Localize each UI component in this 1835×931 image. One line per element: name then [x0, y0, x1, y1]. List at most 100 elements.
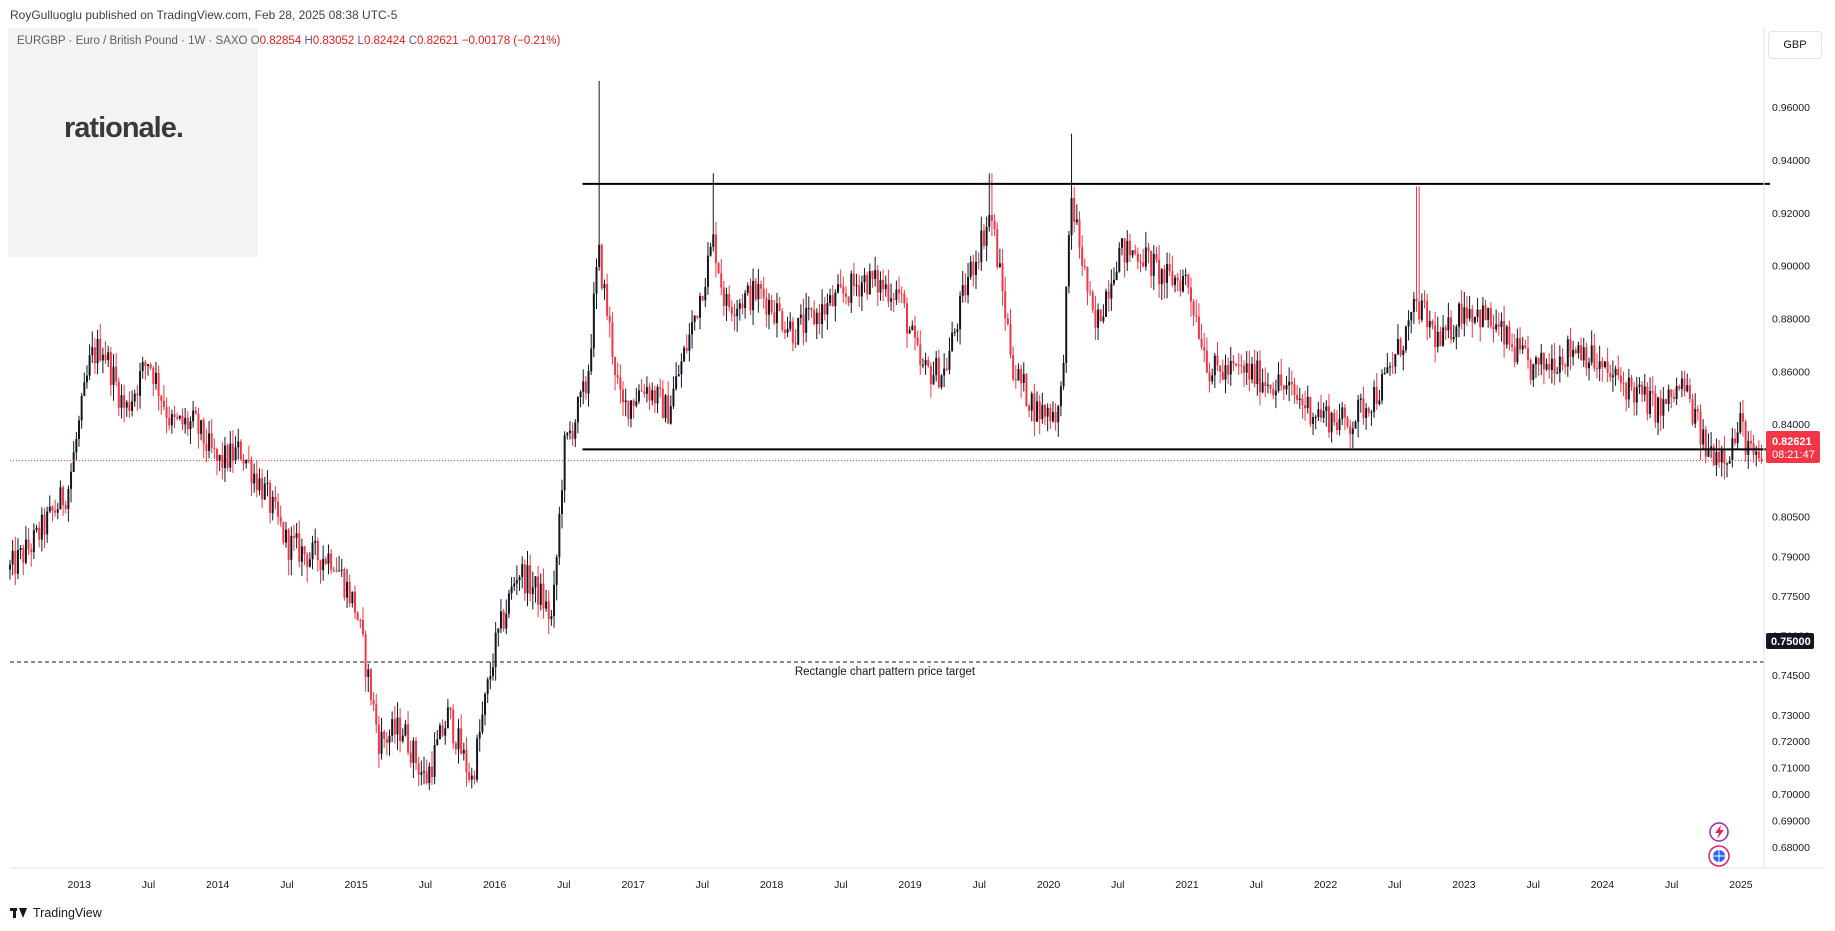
candle-body — [502, 611, 505, 629]
price-tick-label: 0.71000 — [1772, 763, 1810, 775]
candle-body — [1131, 250, 1134, 256]
candle-body — [468, 772, 471, 780]
candle-body — [1447, 317, 1450, 331]
candle-body — [1699, 411, 1702, 445]
candle-body — [62, 487, 65, 506]
candle-body — [356, 612, 359, 620]
candle-body — [1362, 398, 1365, 418]
candle-body — [1728, 460, 1731, 464]
price-tick-label: 0.86000 — [1772, 366, 1810, 378]
time-tick-label: 2025 — [1729, 879, 1753, 891]
candle-body — [778, 303, 781, 311]
candle-body — [935, 357, 938, 376]
candle-body — [518, 576, 521, 581]
candle-body — [1718, 451, 1721, 463]
candle-body — [1617, 368, 1620, 376]
candle-body — [1399, 339, 1402, 356]
candle-body — [1566, 339, 1569, 367]
candle-body — [629, 400, 632, 419]
candle-body — [200, 420, 203, 434]
high-value: 0.83052 — [312, 35, 355, 47]
candle-body — [606, 284, 609, 316]
candle-body — [1726, 463, 1729, 465]
price-axis[interactable]: 0.980000.960000.940000.920000.900000.880… — [1772, 49, 1810, 853]
candle-body — [523, 564, 526, 594]
candle-body — [1375, 387, 1378, 405]
candle-body — [1670, 389, 1673, 397]
candle-body — [1582, 347, 1585, 361]
candle-body — [1232, 360, 1235, 364]
candle-body — [1343, 407, 1346, 418]
candle-body — [871, 270, 874, 279]
candle-body — [616, 375, 619, 378]
time-tick-label: 2013 — [68, 879, 92, 891]
candle-body — [144, 361, 147, 367]
candle-body — [786, 328, 789, 333]
time-tick-label: 2018 — [760, 879, 784, 891]
globe-icon[interactable] — [1708, 845, 1730, 867]
candle-body — [229, 443, 232, 468]
candle-body — [698, 295, 701, 318]
candle-body — [303, 546, 306, 555]
candle-body — [1070, 197, 1073, 236]
candle-body — [1497, 324, 1500, 327]
candle-body — [611, 322, 614, 358]
candle-body — [460, 728, 463, 754]
candle-body — [1067, 235, 1070, 287]
candle-body — [760, 284, 763, 289]
candle-body — [781, 310, 784, 330]
candle-body — [1688, 385, 1691, 400]
candle-body — [484, 693, 487, 715]
candle-body — [1041, 404, 1044, 420]
candle-body — [590, 348, 593, 372]
candle-body — [1691, 399, 1694, 424]
time-tick-label: 2024 — [1591, 879, 1615, 891]
trend-lines[interactable] — [10, 182, 1770, 663]
candle-body — [1574, 349, 1577, 354]
time-axis[interactable]: 2013 Jul 2014 Jul 2015 Jul 2016 Jul 2017 Jul 2018 J… — [68, 879, 1753, 891]
candle-body — [1057, 406, 1060, 423]
publisher[interactable]: RoyGulluoglu published on TradingView.co… — [10, 8, 252, 22]
target-price-tag: 0.75000 — [1766, 633, 1814, 649]
candle-body — [197, 413, 200, 434]
candle-body — [1028, 405, 1031, 411]
candle-body — [1296, 395, 1299, 400]
candle-body — [1601, 361, 1604, 368]
candle-body — [271, 496, 274, 513]
candle-body — [1120, 238, 1123, 248]
candle-body — [1046, 407, 1049, 417]
candle-body — [88, 355, 91, 376]
target-price-value: 0.75000 — [1771, 636, 1811, 648]
lightning-icon[interactable] — [1709, 822, 1729, 842]
candle-body — [672, 388, 675, 407]
candle-body — [1683, 378, 1686, 392]
candle-body — [680, 361, 683, 375]
candle-body — [1487, 308, 1490, 320]
candle-body — [531, 587, 534, 595]
symbol-legend[interactable]: EURGBP · Euro / British Pound · 1W · SAX… — [17, 35, 560, 47]
candle-body — [1428, 321, 1431, 328]
candle-body — [1075, 219, 1078, 223]
candle-body — [1134, 250, 1137, 254]
candle-body — [107, 352, 110, 361]
currency-button[interactable]: GBP — [1768, 31, 1822, 59]
candle-body — [1492, 326, 1495, 330]
candle-body — [284, 529, 287, 543]
candle-body — [937, 357, 940, 388]
candle-body — [741, 303, 744, 309]
candle-body — [67, 488, 70, 509]
time-tick-label: 2016 — [483, 879, 507, 891]
candle-body — [168, 417, 171, 426]
candle-body — [863, 274, 866, 283]
candle-body — [436, 739, 439, 746]
candle-body — [640, 390, 643, 392]
price-tick-label: 0.68000 — [1772, 842, 1810, 854]
candle-body — [1675, 386, 1678, 400]
time-tick-label: Jul — [1388, 879, 1401, 891]
candle-body — [868, 270, 871, 295]
candle-body — [1503, 321, 1506, 345]
candle-body — [884, 284, 887, 290]
footer-brand[interactable]: TradingView — [10, 906, 102, 920]
candle-body — [93, 347, 96, 364]
